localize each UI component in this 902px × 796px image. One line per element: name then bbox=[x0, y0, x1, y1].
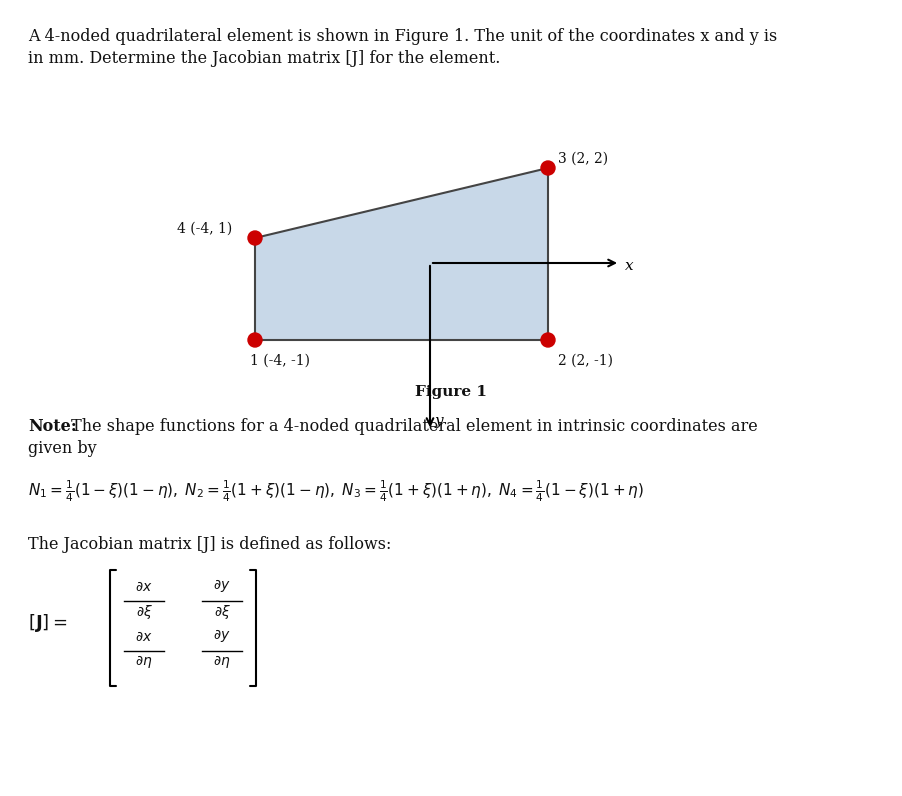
Text: 2 (2, -1): 2 (2, -1) bbox=[557, 354, 612, 368]
Circle shape bbox=[540, 333, 555, 347]
Circle shape bbox=[248, 231, 262, 245]
Polygon shape bbox=[254, 168, 548, 340]
Text: $\partial y$: $\partial y$ bbox=[213, 627, 231, 644]
Text: $N_1 = \frac{1}{4}(1-\xi)(1-\eta),\;N_2 = \frac{1}{4}(1+\xi)(1-\eta),\;N_3 = \fr: $N_1 = \frac{1}{4}(1-\xi)(1-\eta),\;N_2 … bbox=[28, 478, 643, 504]
Text: Note:: Note: bbox=[28, 418, 77, 435]
Text: The shape functions for a 4-noded quadrilateral element in intrinsic coordinates: The shape functions for a 4-noded quadri… bbox=[66, 418, 757, 435]
Text: 1 (-4, -1): 1 (-4, -1) bbox=[250, 354, 309, 368]
Text: $\partial \xi$: $\partial \xi$ bbox=[213, 603, 230, 621]
Text: y: y bbox=[435, 414, 443, 428]
Text: $\partial x$: $\partial x$ bbox=[135, 630, 152, 644]
Text: given by: given by bbox=[28, 440, 97, 457]
Circle shape bbox=[248, 333, 262, 347]
Text: x: x bbox=[624, 259, 633, 273]
Text: The Jacobian matrix [J] is defined as follows:: The Jacobian matrix [J] is defined as fo… bbox=[28, 536, 391, 553]
Text: 4 (-4, 1): 4 (-4, 1) bbox=[177, 222, 232, 236]
Text: $\partial \xi$: $\partial \xi$ bbox=[135, 603, 152, 621]
Text: $[\mathbf{J}]=$: $[\mathbf{J}]=$ bbox=[28, 612, 68, 634]
Text: Figure 1: Figure 1 bbox=[415, 385, 486, 399]
Text: 3 (2, 2): 3 (2, 2) bbox=[557, 152, 607, 166]
Text: $\partial x$: $\partial x$ bbox=[135, 580, 152, 594]
Text: $\partial \eta$: $\partial \eta$ bbox=[213, 653, 231, 670]
Circle shape bbox=[540, 161, 555, 175]
Text: $\partial y$: $\partial y$ bbox=[213, 577, 231, 594]
Text: A 4-noded quadrilateral element is shown in Figure 1. The unit of the coordinate: A 4-noded quadrilateral element is shown… bbox=[28, 28, 777, 45]
Text: $\partial \eta$: $\partial \eta$ bbox=[135, 653, 152, 670]
Text: in mm. Determine the Jacobian matrix [J] for the element.: in mm. Determine the Jacobian matrix [J]… bbox=[28, 50, 500, 67]
